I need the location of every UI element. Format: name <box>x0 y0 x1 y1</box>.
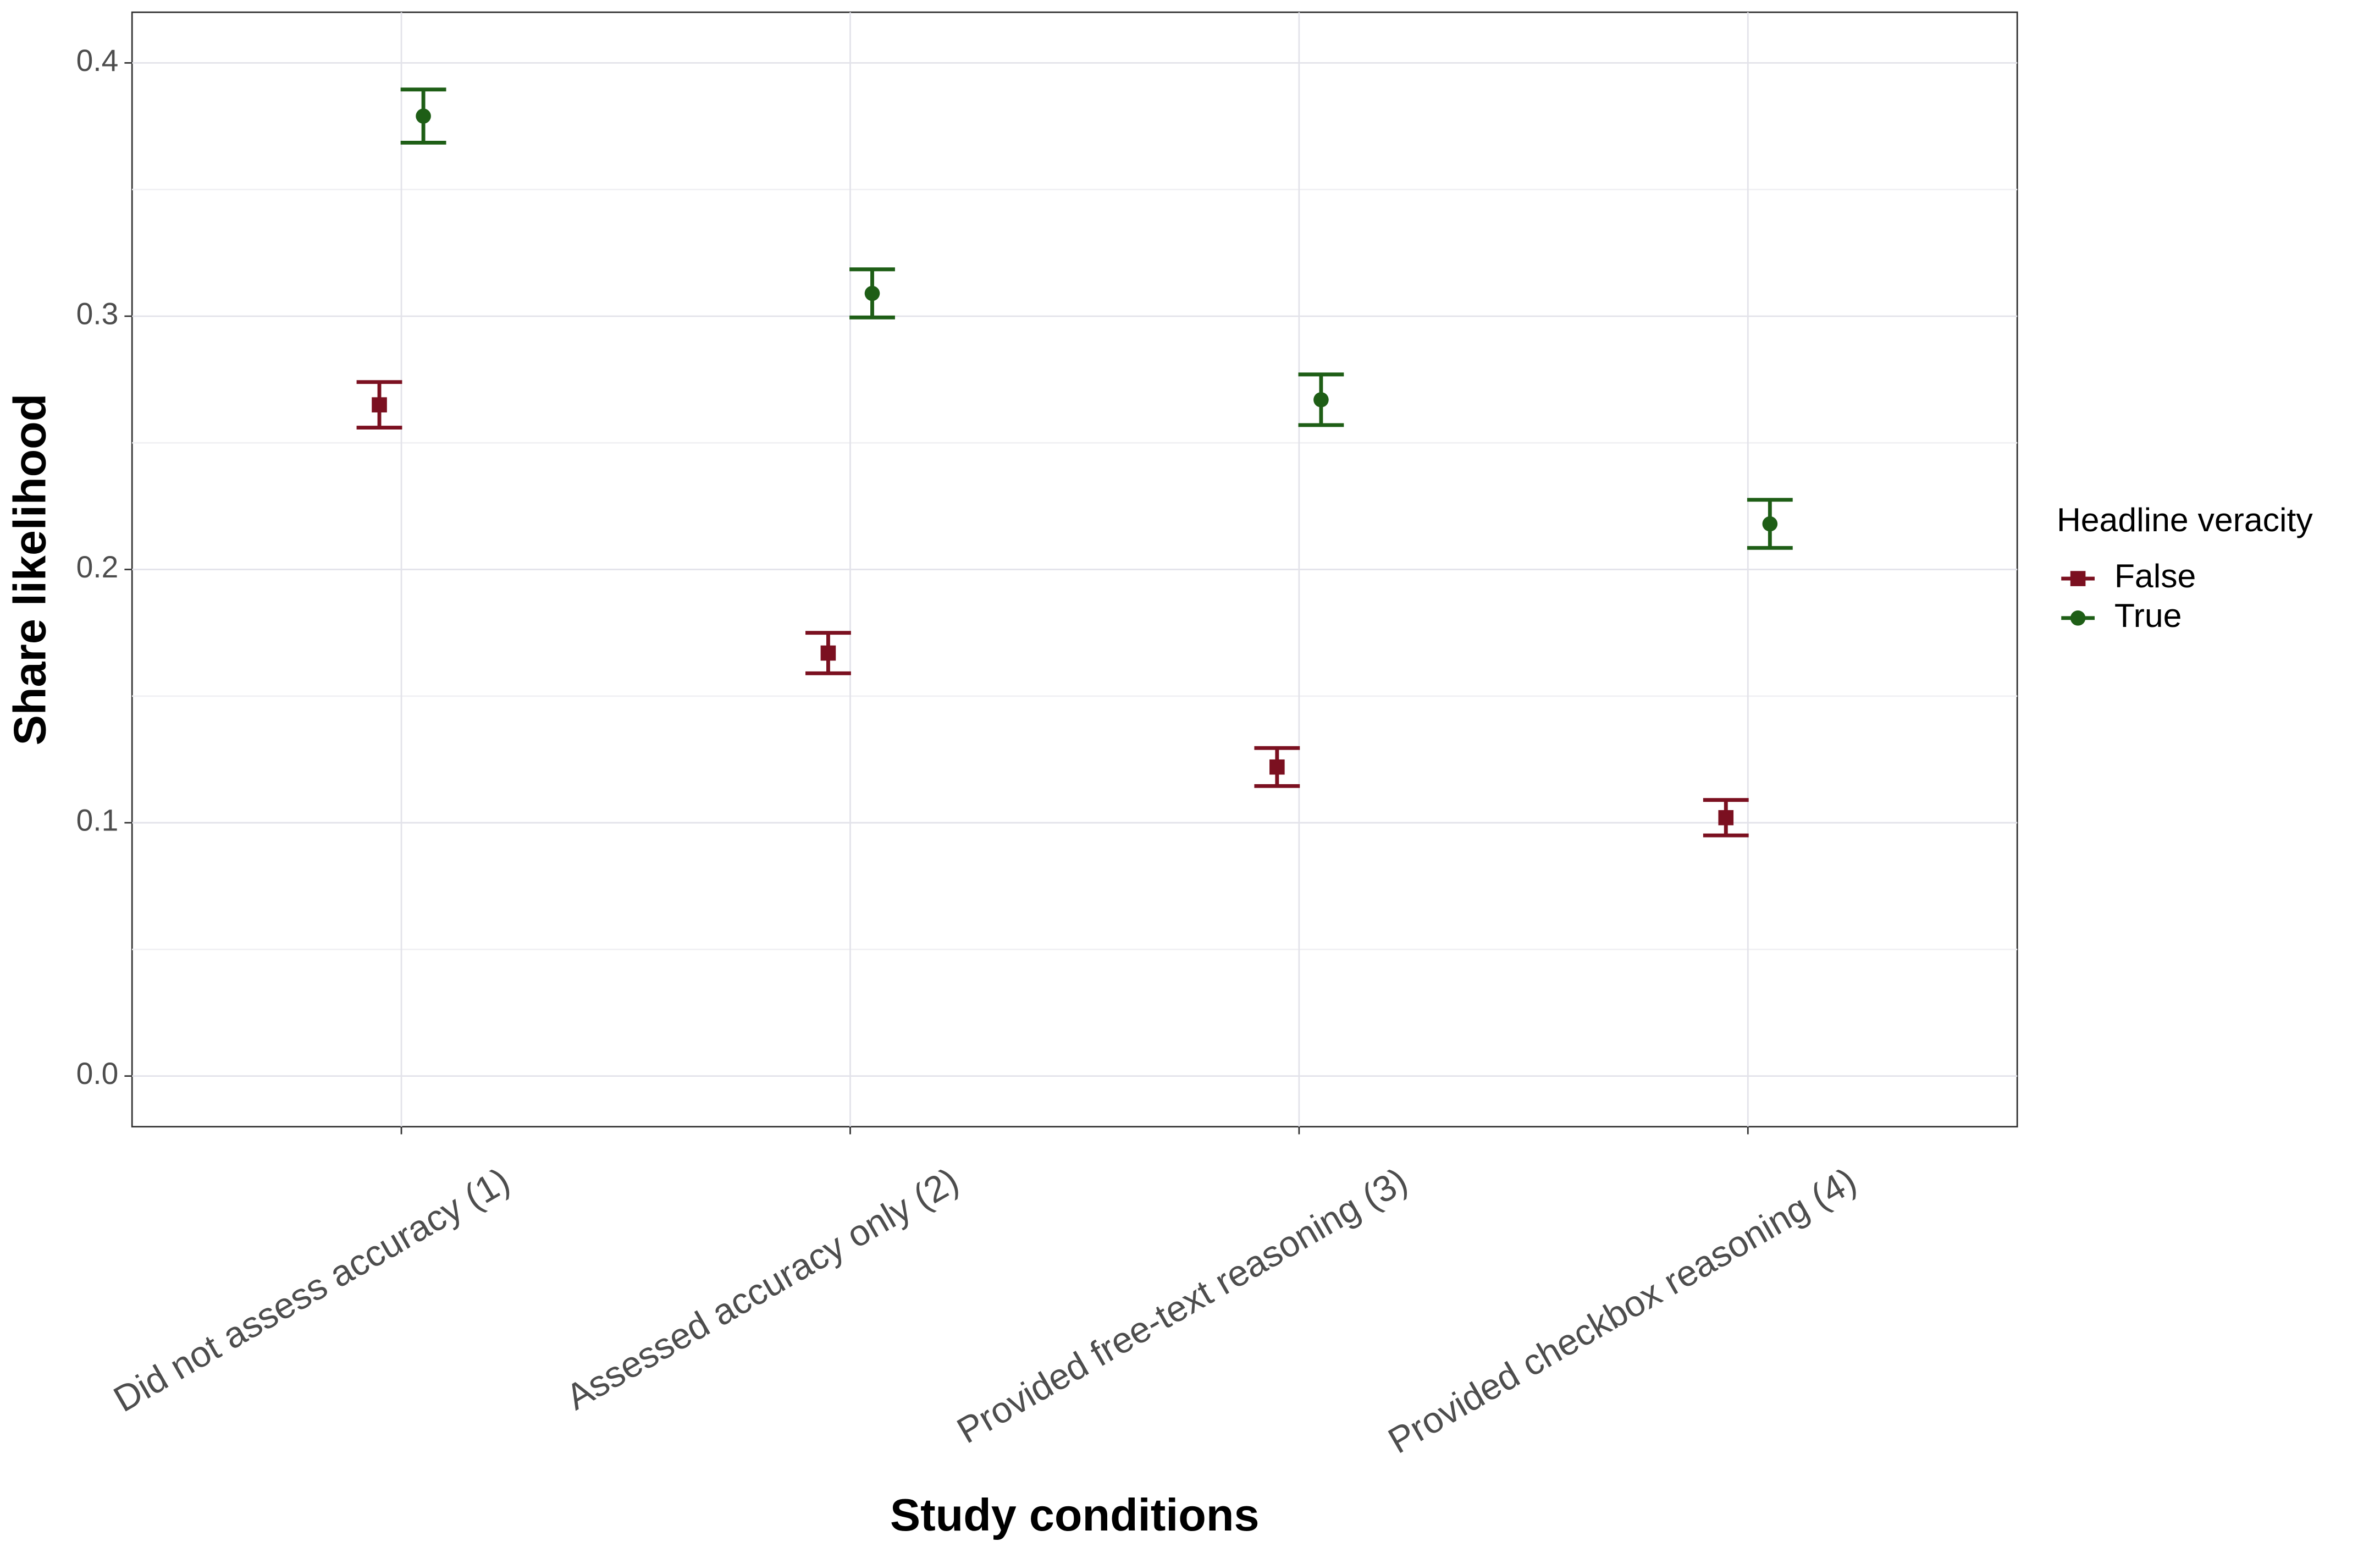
y-tick-label: 0.2 <box>76 550 119 584</box>
x-axis-title: Study conditions <box>890 1489 1260 1540</box>
legend-label: False <box>2114 557 2196 594</box>
x-tick-label: Assessed accuracy only (2) <box>559 1160 965 1418</box>
grid <box>132 12 2018 1127</box>
x-tick-label: Provided checkbox reasoning (4) <box>1382 1160 1863 1461</box>
x-tick-label: Did not assess accuracy (1) <box>107 1160 517 1420</box>
legend-title: Headline veracity <box>2057 501 2313 538</box>
point <box>1313 392 1329 408</box>
y-tick-label: 0.3 <box>76 297 119 331</box>
point <box>1718 810 1734 825</box>
point <box>820 645 836 661</box>
point <box>372 397 387 412</box>
y-tick-label: 0.4 <box>76 43 119 78</box>
point <box>416 108 431 124</box>
y-axis-title: Share likelihood <box>4 394 56 746</box>
y-tick-label: 0.1 <box>76 803 119 838</box>
point <box>2070 610 2086 626</box>
point <box>2070 571 2086 586</box>
y-tick-label: 0.0 <box>76 1056 119 1091</box>
point <box>864 285 880 301</box>
point <box>1269 759 1285 775</box>
point <box>1762 516 1778 532</box>
x-tick-label: Provided free-text reasoning (3) <box>951 1160 1415 1451</box>
legend-label: True <box>2114 597 2182 634</box>
